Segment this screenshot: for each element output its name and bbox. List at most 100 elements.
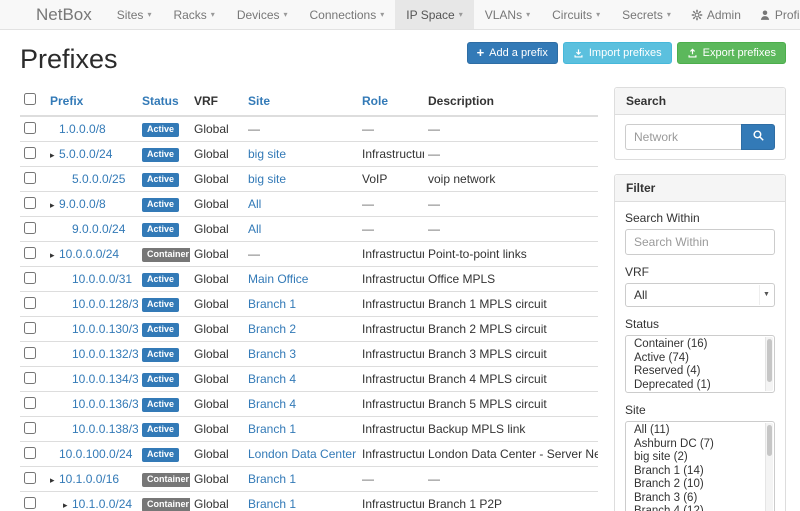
filter-option[interactable]: Reserved (4) <box>634 365 701 377</box>
filter-option[interactable]: Container (16) <box>634 338 708 350</box>
site-link[interactable]: All <box>248 222 262 236</box>
chevron-down-icon: ▾ <box>526 10 531 19</box>
add-prefix-button[interactable]: + Add a prefix <box>466 42 558 64</box>
page-title: Prefixes <box>20 44 118 74</box>
prefix-link[interactable]: 10.0.0.138/31 <box>72 422 138 436</box>
row-checkbox[interactable] <box>24 196 36 209</box>
site-link[interactable]: big site <box>248 147 287 161</box>
expand-caret-icon[interactable]: ▸ <box>50 250 55 260</box>
status-badge: Active <box>142 348 180 362</box>
filter-option[interactable]: Branch 4 (12) <box>634 505 704 511</box>
row-checkbox[interactable] <box>24 296 36 309</box>
nav-item-connections[interactable]: Connections ▾ <box>309 7 385 22</box>
nav-item-devices[interactable]: Devices ▾ <box>236 7 288 22</box>
site-link[interactable]: Main Office <box>248 272 309 286</box>
row-checkbox[interactable] <box>24 146 36 159</box>
row-checkbox[interactable] <box>24 121 36 134</box>
site-link[interactable]: Branch 4 <box>248 397 297 411</box>
row-checkbox[interactable] <box>24 446 36 459</box>
export-prefixes-label: Export prefixes <box>702 47 776 59</box>
prefix-link[interactable]: 10.1.0.0/24 <box>72 497 133 511</box>
nav-item-racks[interactable]: Racks ▾ <box>173 7 215 22</box>
brand-logo[interactable]: NetBox <box>36 4 92 24</box>
row-checkbox[interactable] <box>24 496 36 509</box>
row-checkbox[interactable] <box>24 271 36 284</box>
prefix-link[interactable]: 9.0.0.0/8 <box>59 197 106 211</box>
prefix-link[interactable]: 10.0.100.0/24 <box>59 447 133 461</box>
nav-item-ip-space[interactable]: IP Space ▾ <box>395 0 474 29</box>
expand-caret-icon[interactable]: ▸ <box>50 150 55 160</box>
scrollbar-thumb[interactable] <box>767 339 772 383</box>
site-link[interactable]: Branch 4 <box>248 372 297 386</box>
select-all-checkbox[interactable] <box>24 93 36 105</box>
prefix-link[interactable]: 10.0.0.0/31 <box>72 272 133 286</box>
description-value: Branch 3 MPLS circuit <box>428 347 547 361</box>
filter-option[interactable]: All (11) <box>634 424 670 436</box>
vrf-value: Global <box>194 347 229 361</box>
column-header-prefix[interactable]: Prefix <box>46 87 138 117</box>
table-row: ▸ 5.0.0.0/24 Active Global big site Infra… <box>20 141 598 167</box>
row-checkbox[interactable] <box>24 246 36 259</box>
prefix-link[interactable]: 10.0.0.0/24 <box>59 247 120 261</box>
export-prefixes-button[interactable]: Export prefixes <box>676 42 786 64</box>
row-checkbox[interactable] <box>24 421 36 434</box>
prefix-link[interactable]: 10.1.0.0/16 <box>59 472 120 486</box>
vrf-value: Global <box>194 122 229 136</box>
filter-option[interactable]: Branch 3 (6) <box>634 491 698 504</box>
expand-caret-icon[interactable]: ▸ <box>63 500 68 510</box>
prefix-link[interactable]: 10.0.0.128/31 <box>72 297 138 311</box>
table-row: ▸10.0.0.128/31 Active Global Branch 1 In… <box>20 291 598 317</box>
nav-item-circuits[interactable]: Circuits ▾ <box>552 7 601 22</box>
nav-item-secrets[interactable]: Secrets ▾ <box>622 7 671 22</box>
column-header-status[interactable]: Status <box>138 87 190 117</box>
search-input[interactable] <box>625 124 741 150</box>
search-within-input[interactable] <box>625 229 775 255</box>
row-checkbox[interactable] <box>24 371 36 384</box>
scrollbar-track <box>765 337 773 391</box>
prefix-link[interactable]: 10.0.0.130/31 <box>72 322 138 336</box>
prefix-link[interactable]: 10.0.0.134/31 <box>72 372 138 386</box>
filter-option[interactable]: Branch 1 (14) <box>634 464 704 477</box>
expand-caret-icon[interactable]: ▸ <box>50 475 55 485</box>
filter-option[interactable]: Active (74) <box>634 351 689 364</box>
row-checkbox[interactable] <box>24 471 36 484</box>
site-link[interactable]: Branch 1 <box>248 472 297 486</box>
site-link[interactable]: All <box>248 197 262 211</box>
row-checkbox[interactable] <box>24 171 36 184</box>
site-link[interactable]: Branch 1 <box>248 297 297 311</box>
nav-item-profile[interactable]: Profile <box>750 0 800 29</box>
vrf-select[interactable]: All ▼ <box>625 283 775 307</box>
row-checkbox[interactable] <box>24 321 36 334</box>
site-link[interactable]: London Data Center <box>248 447 357 461</box>
nav-item-vlans[interactable]: VLANs ▾ <box>484 7 531 22</box>
status-badge: Active <box>142 273 180 287</box>
prefix-link[interactable]: 9.0.0.0/24 <box>72 222 126 236</box>
row-checkbox[interactable] <box>24 396 36 409</box>
vrf-value: Global <box>194 422 229 436</box>
site-link[interactable]: big site <box>248 172 287 186</box>
prefix-link[interactable]: 5.0.0.0/25 <box>72 172 126 186</box>
nav-item-admin[interactable]: Admin <box>682 0 750 29</box>
column-header-role[interactable]: Role <box>358 87 424 117</box>
column-header-site[interactable]: Site <box>244 87 358 117</box>
nav-item-sites[interactable]: Sites ▾ <box>116 7 152 22</box>
prefix-link[interactable]: 10.0.0.136/31 <box>72 397 138 411</box>
site-link[interactable]: Branch 1 <box>248 497 297 511</box>
expand-caret-icon[interactable]: ▸ <box>50 200 55 210</box>
table-row: ▸ 10.1.0.0/24 Container Global Branch 1 I… <box>20 491 598 511</box>
row-checkbox[interactable] <box>24 221 36 234</box>
filter-option[interactable]: Deprecated (1) <box>634 378 711 391</box>
scrollbar-thumb[interactable] <box>767 425 772 456</box>
filter-option[interactable]: Branch 2 (10) <box>634 478 704 490</box>
filter-option[interactable]: Ashburn DC (7) <box>634 437 714 450</box>
prefix-link[interactable]: 1.0.0.0/8 <box>59 122 106 136</box>
prefix-link[interactable]: 10.0.0.132/31 <box>72 347 138 361</box>
filter-option[interactable]: big site (2) <box>634 451 688 463</box>
prefix-link[interactable]: 5.0.0.0/24 <box>59 147 113 161</box>
site-link[interactable]: Branch 2 <box>248 322 297 336</box>
search-button[interactable] <box>741 124 775 150</box>
site-link[interactable]: Branch 1 <box>248 422 297 436</box>
site-link[interactable]: Branch 3 <box>248 347 297 361</box>
row-checkbox[interactable] <box>24 346 36 359</box>
import-prefixes-button[interactable]: Import prefixes <box>562 42 672 64</box>
